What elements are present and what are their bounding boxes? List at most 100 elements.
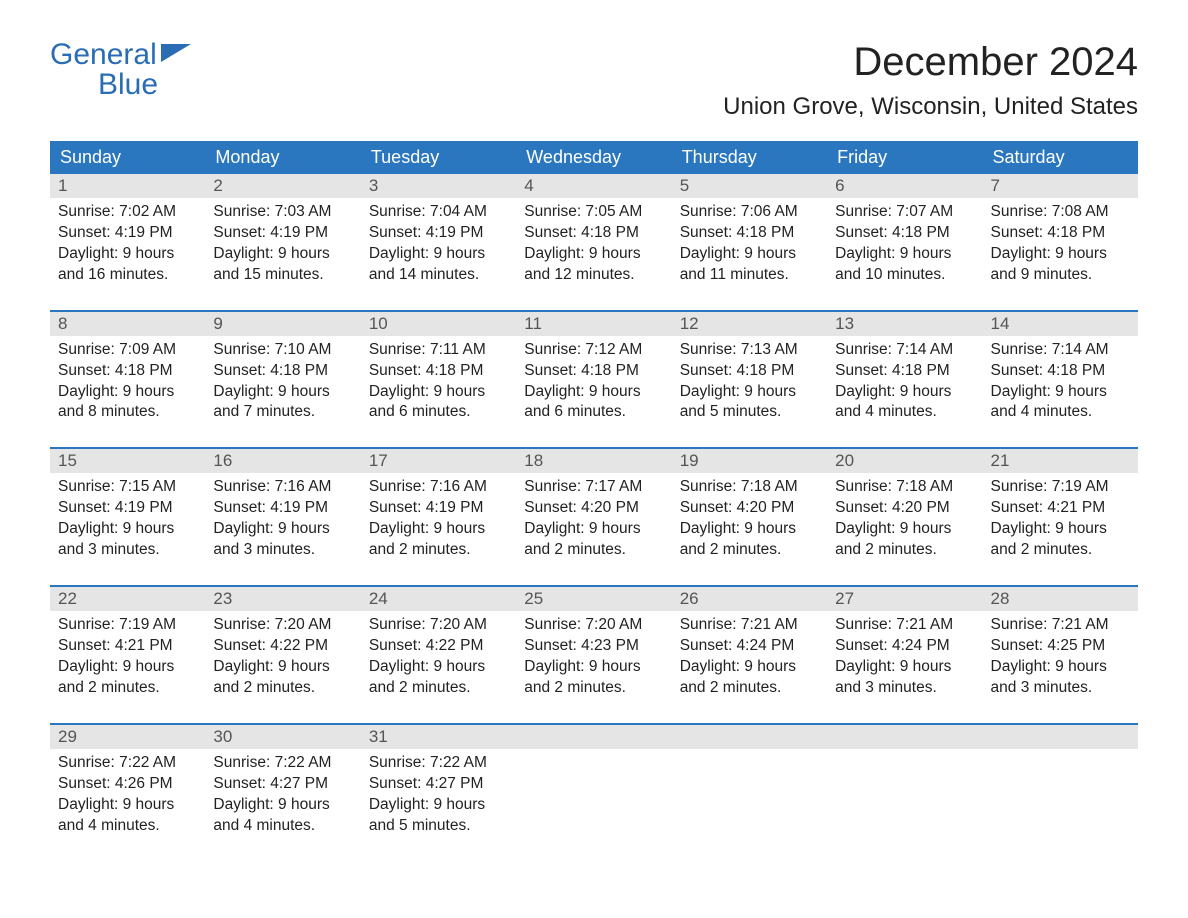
sunrise-text: Sunrise: 7:02 AM [58,202,197,223]
sunset-text: Sunset: 4:22 PM [369,636,508,657]
day-number: 11 [516,312,671,336]
daylight-line1: Daylight: 9 hours [369,519,508,540]
day-number [672,725,827,749]
day-number: 10 [361,312,516,336]
daylight-line1: Daylight: 9 hours [58,795,197,816]
sunrise-text: Sunrise: 7:04 AM [369,202,508,223]
sunset-text: Sunset: 4:24 PM [680,636,819,657]
daylight-line2: and 2 minutes. [680,540,819,561]
day-cell: Sunrise: 7:18 AMSunset: 4:20 PMDaylight:… [672,473,827,586]
daylight-line1: Daylight: 9 hours [991,519,1130,540]
sunset-text: Sunset: 4:18 PM [524,223,663,244]
day-data-row: Sunrise: 7:15 AMSunset: 4:19 PMDaylight:… [50,473,1138,586]
day-cell: Sunrise: 7:09 AMSunset: 4:18 PMDaylight:… [50,336,205,449]
sunrise-text: Sunrise: 7:12 AM [524,340,663,361]
sunrise-text: Sunrise: 7:06 AM [680,202,819,223]
day-cell [672,749,827,861]
sunrise-text: Sunrise: 7:10 AM [213,340,352,361]
daylight-line2: and 10 minutes. [835,265,974,286]
daylight-line2: and 2 minutes. [524,678,663,699]
sunset-text: Sunset: 4:19 PM [58,498,197,519]
sunrise-text: Sunrise: 7:09 AM [58,340,197,361]
col-monday: Monday [205,141,360,174]
day-cell [827,749,982,861]
daylight-line2: and 2 minutes. [58,678,197,699]
daylight-line1: Daylight: 9 hours [524,244,663,265]
sunrise-text: Sunrise: 7:18 AM [835,477,974,498]
flag-icon [161,40,191,70]
day-number: 17 [361,449,516,473]
sunset-text: Sunset: 4:19 PM [213,498,352,519]
col-saturday: Saturday [983,141,1138,174]
sunset-text: Sunset: 4:18 PM [58,361,197,382]
daylight-line2: and 4 minutes. [58,816,197,837]
day-cell: Sunrise: 7:04 AMSunset: 4:19 PMDaylight:… [361,198,516,311]
sunset-text: Sunset: 4:18 PM [369,361,508,382]
daylight-line1: Daylight: 9 hours [524,657,663,678]
day-number: 12 [672,312,827,336]
col-thursday: Thursday [672,141,827,174]
day-cell: Sunrise: 7:05 AMSunset: 4:18 PMDaylight:… [516,198,671,311]
day-cell: Sunrise: 7:22 AMSunset: 4:26 PMDaylight:… [50,749,205,861]
logo-text-2: Blue [98,68,158,101]
day-cell [983,749,1138,861]
day-number: 20 [827,449,982,473]
sunset-text: Sunset: 4:26 PM [58,774,197,795]
day-cell: Sunrise: 7:22 AMSunset: 4:27 PMDaylight:… [205,749,360,861]
day-cell: Sunrise: 7:17 AMSunset: 4:20 PMDaylight:… [516,473,671,586]
daylight-line1: Daylight: 9 hours [835,519,974,540]
day-number: 5 [672,174,827,198]
day-number-row: 891011121314 [50,312,1138,336]
daylight-line1: Daylight: 9 hours [369,657,508,678]
sunrise-text: Sunrise: 7:16 AM [213,477,352,498]
daylight-line2: and 2 minutes. [835,540,974,561]
sunset-text: Sunset: 4:19 PM [213,223,352,244]
calendar-table: Sunday Monday Tuesday Wednesday Thursday… [50,141,1138,860]
col-sunday: Sunday [50,141,205,174]
daylight-line1: Daylight: 9 hours [58,519,197,540]
day-cell: Sunrise: 7:08 AMSunset: 4:18 PMDaylight:… [983,198,1138,311]
sunset-text: Sunset: 4:27 PM [369,774,508,795]
day-number: 16 [205,449,360,473]
page-title: December 2024 [723,40,1138,85]
day-cell: Sunrise: 7:20 AMSunset: 4:22 PMDaylight:… [205,611,360,724]
sunset-text: Sunset: 4:21 PM [991,498,1130,519]
daylight-line1: Daylight: 9 hours [991,657,1130,678]
sunrise-text: Sunrise: 7:11 AM [369,340,508,361]
daylight-line1: Daylight: 9 hours [369,382,508,403]
daylight-line2: and 2 minutes. [369,678,508,699]
day-cell: Sunrise: 7:11 AMSunset: 4:18 PMDaylight:… [361,336,516,449]
daylight-line2: and 15 minutes. [213,265,352,286]
day-number: 3 [361,174,516,198]
daylight-line2: and 12 minutes. [524,265,663,286]
day-number: 4 [516,174,671,198]
location-subtitle: Union Grove, Wisconsin, United States [723,93,1138,121]
daylight-line1: Daylight: 9 hours [835,657,974,678]
daylight-line2: and 3 minutes. [991,678,1130,699]
day-number: 24 [361,587,516,611]
sunrise-text: Sunrise: 7:19 AM [991,477,1130,498]
daylight-line1: Daylight: 9 hours [58,657,197,678]
day-cell: Sunrise: 7:02 AMSunset: 4:19 PMDaylight:… [50,198,205,311]
daylight-line2: and 11 minutes. [680,265,819,286]
day-number: 26 [672,587,827,611]
daylight-line1: Daylight: 9 hours [680,244,819,265]
day-header-row: Sunday Monday Tuesday Wednesday Thursday… [50,141,1138,174]
sunrise-text: Sunrise: 7:22 AM [369,753,508,774]
daylight-line1: Daylight: 9 hours [524,519,663,540]
day-number: 19 [672,449,827,473]
day-number: 18 [516,449,671,473]
sunrise-text: Sunrise: 7:17 AM [524,477,663,498]
daylight-line1: Daylight: 9 hours [680,382,819,403]
daylight-line2: and 2 minutes. [991,540,1130,561]
sunrise-text: Sunrise: 7:22 AM [58,753,197,774]
col-tuesday: Tuesday [361,141,516,174]
day-number: 2 [205,174,360,198]
day-number: 27 [827,587,982,611]
sunrise-text: Sunrise: 7:13 AM [680,340,819,361]
logo: General Blue [50,40,191,100]
daylight-line1: Daylight: 9 hours [680,657,819,678]
daylight-line2: and 2 minutes. [213,678,352,699]
sunrise-text: Sunrise: 7:21 AM [991,615,1130,636]
daylight-line1: Daylight: 9 hours [991,244,1130,265]
